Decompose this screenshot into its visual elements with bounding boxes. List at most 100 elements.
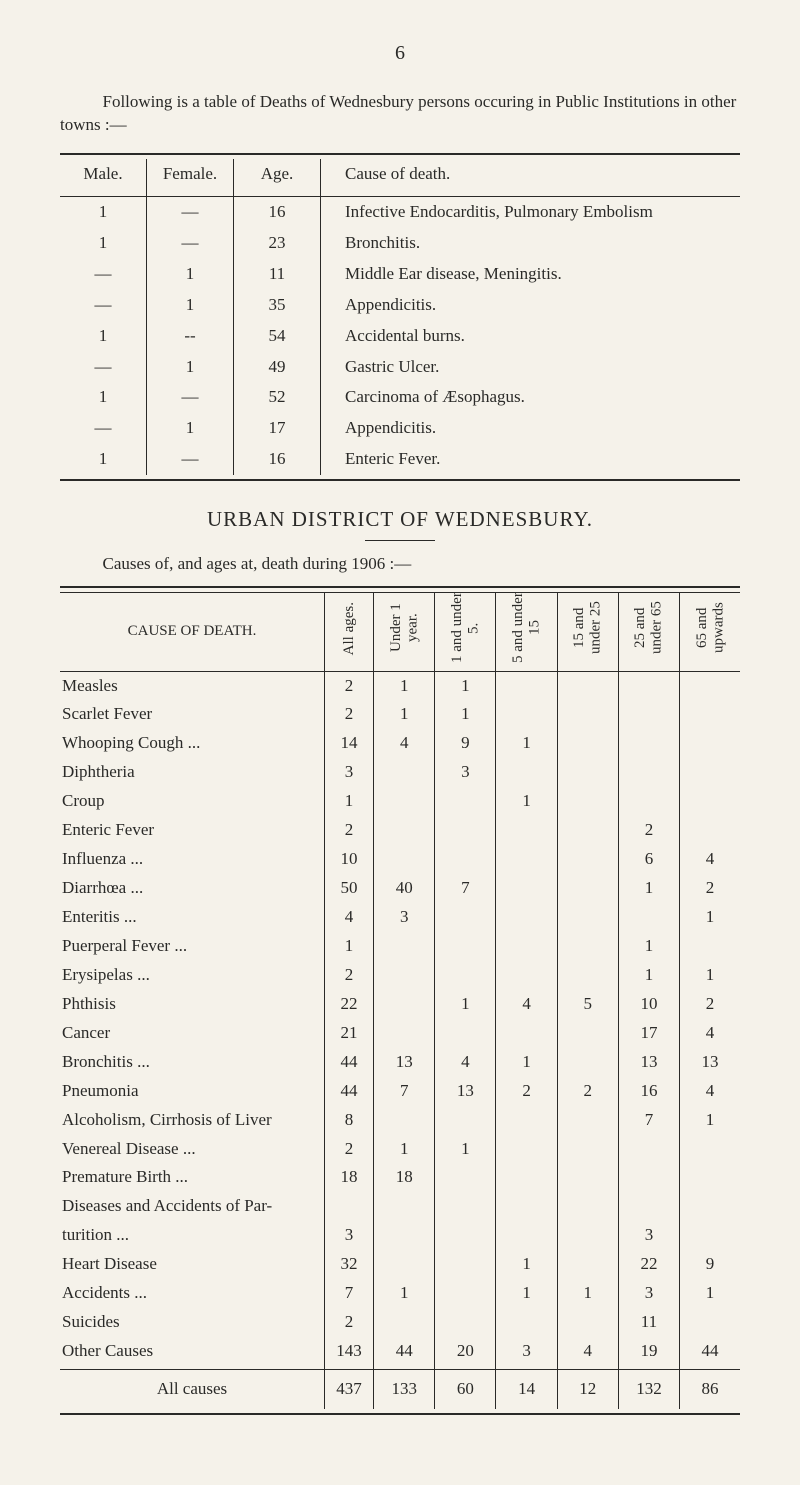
- cause-cell: Other Causes: [60, 1337, 325, 1369]
- cause-cell: Puerperal Fever ...: [60, 932, 325, 961]
- cell: 19: [618, 1337, 679, 1369]
- cell: 2: [325, 961, 374, 990]
- rule: [60, 479, 740, 481]
- cell: [435, 932, 496, 961]
- cell: 4: [680, 1077, 740, 1106]
- cell: 6: [618, 845, 679, 874]
- cell: [618, 671, 679, 700]
- cell: 20: [435, 1337, 496, 1369]
- cell: 44: [374, 1337, 435, 1369]
- cell: [435, 1221, 496, 1250]
- cell: 9: [435, 729, 496, 758]
- cell: [557, 903, 618, 932]
- cell: 2: [496, 1077, 557, 1106]
- cell: [496, 671, 557, 700]
- cell: [618, 903, 679, 932]
- cell: 1: [680, 1279, 740, 1308]
- table-row: Bronchitis ...4413411313: [60, 1048, 740, 1077]
- t2-h-4: 5 and under 15: [496, 592, 557, 671]
- cell: 2: [325, 1135, 374, 1164]
- cause-cell: Heart Disease: [60, 1250, 325, 1279]
- cell: 17: [618, 1019, 679, 1048]
- cell: [374, 1221, 435, 1250]
- cell: 1: [374, 671, 435, 700]
- cell: 1: [557, 1279, 618, 1308]
- cell: 3: [618, 1221, 679, 1250]
- cell: 1: [60, 228, 147, 259]
- cell: [680, 1308, 740, 1337]
- cell: [557, 1308, 618, 1337]
- cause-cell: Diseases and Accidents of Par-: [60, 1192, 325, 1221]
- t1-h-age: Age.: [234, 159, 321, 196]
- cell: Appendicitis.: [321, 290, 741, 321]
- cause-cell: Venereal Disease ...: [60, 1135, 325, 1164]
- cell: 9: [680, 1250, 740, 1279]
- cell: [496, 874, 557, 903]
- cell: 7: [374, 1077, 435, 1106]
- cell: [435, 1250, 496, 1279]
- cell: [496, 758, 557, 787]
- cell: —: [60, 413, 147, 444]
- cause-cell: Bronchitis ...: [60, 1048, 325, 1077]
- table-row: Heart Disease321229: [60, 1250, 740, 1279]
- cell: [496, 1163, 557, 1192]
- cell: [618, 1163, 679, 1192]
- cell: 2: [325, 700, 374, 729]
- cell: [374, 1019, 435, 1048]
- table-row: 1--54Accidental burns.: [60, 321, 740, 352]
- t1-h-female: Female.: [147, 159, 234, 196]
- cell: 5: [557, 990, 618, 1019]
- cell: 1: [680, 961, 740, 990]
- cell: 1: [496, 787, 557, 816]
- cell: [680, 816, 740, 845]
- cell: [618, 729, 679, 758]
- cell: 3: [618, 1279, 679, 1308]
- table-row: Venereal Disease ...211: [60, 1135, 740, 1164]
- cell: 1: [60, 196, 147, 227]
- cell: 143: [325, 1337, 374, 1369]
- cell: —: [60, 352, 147, 383]
- totals-label: All causes: [60, 1370, 325, 1409]
- cell: 1: [496, 1048, 557, 1077]
- cell: 1: [60, 444, 147, 475]
- cell: 3: [325, 1221, 374, 1250]
- cell: 1: [435, 671, 496, 700]
- cell: 4: [496, 990, 557, 1019]
- table-row: —135Appendicitis.: [60, 290, 740, 321]
- cell: [496, 845, 557, 874]
- cell: [557, 1135, 618, 1164]
- cell: 1: [374, 700, 435, 729]
- cell: [680, 758, 740, 787]
- cell: [496, 1221, 557, 1250]
- cell: Gastric Ulcer.: [321, 352, 741, 383]
- cell: [435, 903, 496, 932]
- cell: 44: [325, 1077, 374, 1106]
- cell: 17: [234, 413, 321, 444]
- cell: [374, 1308, 435, 1337]
- cell: [435, 845, 496, 874]
- cell: 49: [234, 352, 321, 383]
- rule: [60, 586, 740, 588]
- cell: 13: [374, 1048, 435, 1077]
- table-row: Whooping Cough ...14491: [60, 729, 740, 758]
- cell: [557, 961, 618, 990]
- cell: [618, 758, 679, 787]
- t2-h-5: 15 and under 25: [557, 592, 618, 671]
- rule: [60, 153, 740, 155]
- cell: [496, 1106, 557, 1135]
- cell: 1: [435, 990, 496, 1019]
- cause-cell: Measles: [60, 671, 325, 700]
- table-row: Enteritis ...431: [60, 903, 740, 932]
- cell: [680, 700, 740, 729]
- cell: 2: [618, 816, 679, 845]
- cause-cell: Alcoholism, Cirrhosis of Liver: [60, 1106, 325, 1135]
- table-row: Alcoholism, Cirrhosis of Liver871: [60, 1106, 740, 1135]
- cell: 60: [435, 1370, 496, 1409]
- cell: [557, 787, 618, 816]
- cell: [557, 874, 618, 903]
- cell: [496, 1135, 557, 1164]
- table-row: Pneumonia4471322164: [60, 1077, 740, 1106]
- cell: 1: [618, 932, 679, 961]
- cell: 3: [496, 1337, 557, 1369]
- cell: 7: [435, 874, 496, 903]
